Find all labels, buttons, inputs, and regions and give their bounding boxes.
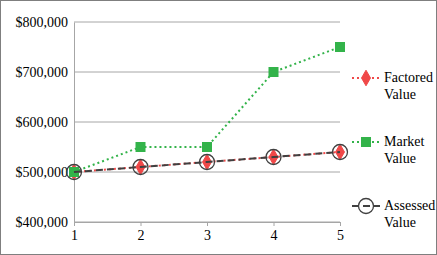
- x-tick: 3: [204, 222, 211, 243]
- y-tick: $500,000: [16, 165, 75, 180]
- x-tick-mark: [74, 222, 75, 226]
- series-line: [74, 152, 340, 172]
- x-tick-label: 2: [138, 228, 145, 243]
- legend-label: Factored Value: [384, 70, 433, 102]
- series: [70, 43, 345, 177]
- y-tick-label: $800,000: [16, 15, 69, 30]
- series-marker: [333, 145, 348, 160]
- legend-line: [352, 205, 380, 207]
- legend-label-line: Value: [384, 215, 416, 230]
- y-tick: $700,000: [16, 65, 75, 80]
- series-marker: [336, 43, 345, 52]
- y-tick: $400,000: [16, 215, 75, 230]
- x-tick: 1: [71, 222, 78, 243]
- x-axis: 1 2 3 4 5: [71, 222, 344, 243]
- grid: [74, 22, 340, 222]
- series-layer: [67, 43, 348, 180]
- x-tick: 2: [138, 222, 145, 243]
- series-line: [74, 152, 340, 172]
- x-tick: 5: [337, 222, 344, 243]
- legend-label-line: Value: [384, 151, 416, 166]
- legend-marker: [359, 199, 374, 214]
- x-tick-label: 4: [271, 228, 278, 243]
- legend-marker: [362, 70, 371, 86]
- legend-label-line: Factored: [384, 70, 433, 85]
- y-axis-line: [74, 23, 75, 223]
- x-tick-label: 1: [71, 228, 78, 243]
- x-tick-mark: [340, 222, 341, 226]
- grid-line: [74, 72, 340, 73]
- legend: Factored Value Market Value Assessed Value: [352, 70, 435, 230]
- y-axis: $400,000 $500,000 $600,000 $700,000 $800,000: [16, 15, 75, 230]
- x-tick-label: 3: [204, 228, 211, 243]
- series-marker: [203, 143, 212, 152]
- chart-border: [1, 1, 437, 255]
- chart: $400,000 $500,000 $600,000 $700,000 $800,000…: [0, 0, 437, 255]
- x-tick: 4: [271, 222, 278, 243]
- legend-label-line: Assessed: [384, 198, 435, 213]
- legend-item: Factored Value: [352, 70, 433, 102]
- y-tick-label: $500,000: [16, 165, 69, 180]
- series-marker: [200, 155, 215, 170]
- y-tick-label: $600,000: [16, 115, 69, 130]
- x-tick-mark: [207, 222, 208, 226]
- series-marker: [133, 160, 148, 175]
- series-marker: [136, 143, 145, 152]
- series: [67, 145, 348, 180]
- x-tick-mark: [274, 222, 275, 226]
- x-tick-mark: [141, 222, 142, 226]
- legend-item: Assessed Value: [352, 198, 435, 230]
- series-line: [74, 47, 340, 172]
- y-tick-label: $400,000: [16, 215, 69, 230]
- series-marker: [266, 150, 281, 165]
- legend-item: Market Value: [352, 134, 425, 166]
- series-marker: [269, 68, 278, 77]
- legend-label-line: Market: [384, 134, 425, 149]
- grid-line: [74, 22, 340, 23]
- plot-area: $400,000 $500,000 $600,000 $700,000 $800,000…: [16, 15, 348, 243]
- y-tick-label: $700,000: [16, 65, 69, 80]
- x-tick-label: 5: [337, 228, 344, 243]
- y-tick: $800,000: [16, 15, 75, 30]
- legend-label: Assessed Value: [384, 198, 435, 230]
- legend-label: Market Value: [384, 134, 425, 166]
- grid-line: [74, 122, 340, 123]
- legend-label-line: Value: [384, 87, 416, 102]
- series-marker: [67, 165, 82, 180]
- y-tick: $600,000: [16, 115, 75, 130]
- grid-line: [74, 172, 340, 173]
- legend-marker: [362, 138, 371, 147]
- x-axis-line: [75, 223, 341, 227]
